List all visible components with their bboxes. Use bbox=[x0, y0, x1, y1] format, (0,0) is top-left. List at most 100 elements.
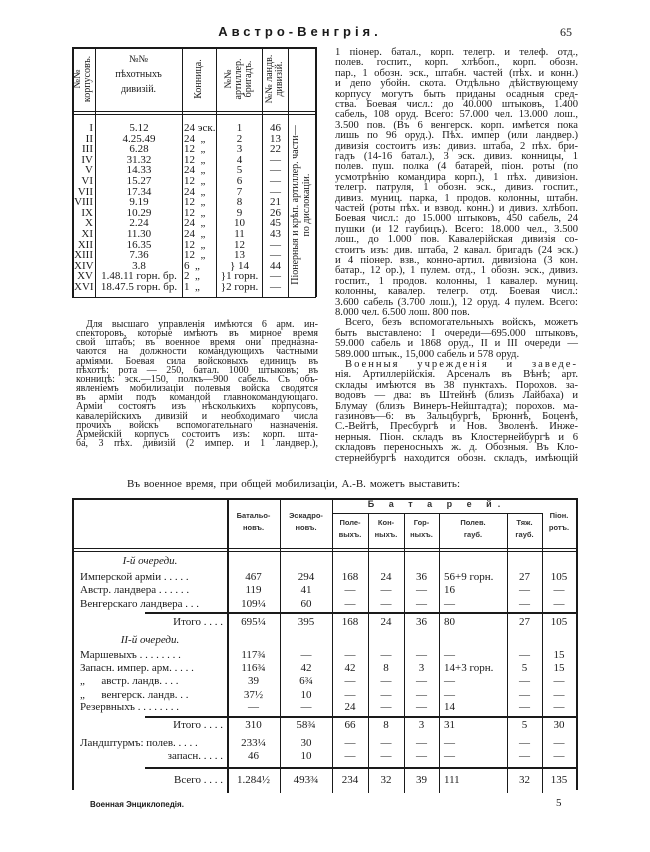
row-label: Ландштурмъ: полев. . . . . bbox=[80, 737, 198, 749]
signature-mark: 5 bbox=[556, 797, 562, 809]
infantry-divisions: 17.34 bbox=[126, 185, 152, 198]
text-line: водовъ — два: въ Штейнѣ (близъ Лайбаха) … bbox=[335, 390, 578, 402]
artillery-brigade: 4 bbox=[236, 153, 243, 166]
header-corps: корпусовъ. bbox=[82, 55, 93, 103]
cell-value: 8 bbox=[383, 662, 389, 674]
cell-value: — bbox=[519, 584, 530, 596]
corps-number: XI bbox=[81, 228, 93, 240]
row-label: Венгерскаго ландвера . . . bbox=[80, 598, 200, 610]
row-label: „ венгерск. ландв. . . bbox=[80, 689, 189, 701]
infantry-divisions: 16.35 bbox=[126, 238, 152, 251]
text-line: полев. госпит., корп. хлѣбоп., корп. обо… bbox=[335, 57, 578, 69]
cell-value: — bbox=[344, 689, 356, 701]
cell-value: 233¼ bbox=[241, 737, 266, 749]
cell-value: 24 bbox=[380, 571, 392, 583]
cell-value: 111 bbox=[444, 774, 460, 786]
cavalry-squadrons: 12 „ bbox=[184, 153, 206, 166]
landwehr-division: 22 bbox=[270, 143, 281, 156]
text-line: чаются на должности командующихъ частным… bbox=[76, 346, 318, 358]
text-line: колонны, кавалер. телегр. отд. Боевая чи… bbox=[335, 286, 578, 298]
cell-value: 168 bbox=[341, 616, 359, 628]
artillery-brigade: 5 bbox=[236, 164, 243, 177]
cell-value: 695¼ bbox=[241, 616, 266, 628]
landwehr-division: — bbox=[270, 249, 281, 262]
cell-value: — bbox=[416, 584, 427, 596]
cell-value: — bbox=[444, 675, 455, 687]
cell-value: — bbox=[553, 737, 565, 749]
landwehr-division: — bbox=[270, 175, 281, 187]
cell-value: 1.284½ bbox=[237, 774, 270, 786]
rule-line bbox=[332, 513, 542, 514]
cell-value: 105 bbox=[550, 571, 568, 583]
cell-value: 58¾ bbox=[296, 719, 316, 731]
text-line: спекторовъ, которые имѣютъ въ мирное вре… bbox=[76, 328, 318, 340]
artillery-brigade: 11 bbox=[234, 228, 245, 240]
row-label: Австр. ландвера . . . . . . bbox=[80, 584, 190, 596]
cell-value: — bbox=[553, 689, 565, 701]
text-line: свой штабъ; въ военное время они предназ… bbox=[76, 337, 318, 349]
cell-value: 105 bbox=[550, 616, 568, 628]
cell-value: — bbox=[300, 649, 312, 661]
text-line: пѣхотѣ: рота — 250, батал. 1000 штыковъ;… bbox=[76, 364, 318, 376]
column-divider bbox=[72, 498, 74, 790]
column-header: Батальо- bbox=[236, 511, 271, 520]
artillery-brigade: 7 bbox=[236, 185, 243, 198]
cell-value: 42 bbox=[344, 662, 356, 674]
row-label: Итого . . . . bbox=[173, 719, 223, 731]
row-label: „ австр. ландв. . . . bbox=[80, 675, 179, 687]
row-label: Запасн. импер. арм. . . . . bbox=[80, 662, 194, 674]
cell-value: — bbox=[444, 598, 455, 610]
text-line: С.-Вейтѣ, Пресбургѣ и Нов. Зволенѣ. Инже… bbox=[335, 421, 578, 433]
landwehr-division: — bbox=[270, 164, 281, 177]
rule-line bbox=[72, 111, 316, 112]
cavalry-squadrons: 24 „ bbox=[184, 185, 206, 198]
corps-number: XV bbox=[77, 270, 93, 283]
cell-value: — bbox=[416, 649, 427, 661]
text-line: явленіемъ мобилизаціи полевыя войска сво… bbox=[76, 383, 318, 395]
cell-value: — bbox=[416, 689, 427, 701]
corps-number: XII bbox=[77, 238, 93, 251]
column-divider bbox=[182, 47, 183, 297]
column-divider bbox=[95, 47, 96, 297]
table-intro: Въ военное время, при общей мобилизаціи,… bbox=[127, 478, 460, 490]
text-line: прочихъ войскъ вспомогательнаго назначен… bbox=[76, 419, 318, 431]
cavalry-squadrons: 1 „ bbox=[184, 281, 200, 293]
column-divider bbox=[288, 47, 289, 297]
cavalry-squadrons: 12 „ bbox=[184, 206, 206, 219]
cell-value: 6¾ bbox=[299, 675, 313, 687]
landwehr-division: — bbox=[270, 238, 281, 251]
text-line: 589.000 штык., 15,000 сабель и 578 оруд. bbox=[335, 348, 520, 360]
cell-value: 24 bbox=[380, 616, 392, 628]
column-divider bbox=[262, 47, 263, 297]
text-line: складовъ переносныхъ ж. д. Обозныя. Въ К… bbox=[335, 442, 578, 454]
corps-number: XVI bbox=[74, 281, 94, 293]
cell-value: — bbox=[519, 675, 530, 687]
column-divider bbox=[404, 513, 405, 793]
header-cavalry: Конница. bbox=[193, 59, 204, 99]
column-header: новъ. bbox=[295, 523, 317, 532]
cell-value: 234 bbox=[341, 774, 359, 786]
cell-value: 41 bbox=[300, 584, 312, 596]
column-header: Кон- bbox=[377, 518, 395, 527]
cavalry-squadrons: 24 „ bbox=[184, 217, 206, 230]
cell-value: 10 bbox=[300, 689, 312, 701]
section-label: I-й очереди. bbox=[122, 555, 178, 567]
cell-value: 109¼ bbox=[241, 598, 266, 610]
rule-line bbox=[145, 767, 576, 769]
cell-value: 15 bbox=[553, 662, 565, 674]
text-line: пар., 1 обозн. эск., штабн. частей (пѣх.… bbox=[335, 67, 578, 79]
artillery-brigade: }2 горн. bbox=[220, 281, 259, 293]
cavalry-squadrons: 12 „ bbox=[184, 249, 206, 262]
cell-value: — bbox=[344, 750, 356, 762]
cell-value: 310 bbox=[245, 719, 262, 731]
text-line: корпусу могутъ быть приданы осадныя сред… bbox=[335, 88, 578, 100]
landwehr-division: — bbox=[270, 153, 281, 166]
row-label: Итого . . . . bbox=[173, 616, 223, 628]
column-divider bbox=[216, 47, 217, 297]
column-header: новъ. bbox=[242, 523, 265, 532]
artillery-brigade: 10 bbox=[234, 217, 245, 230]
cell-value: 14+3 горн. bbox=[444, 662, 494, 674]
text-line: арміями. Боевая сила войсковыхъ единицъ … bbox=[76, 355, 318, 367]
cell-value: — bbox=[519, 689, 530, 701]
cell-value: — bbox=[416, 598, 427, 610]
